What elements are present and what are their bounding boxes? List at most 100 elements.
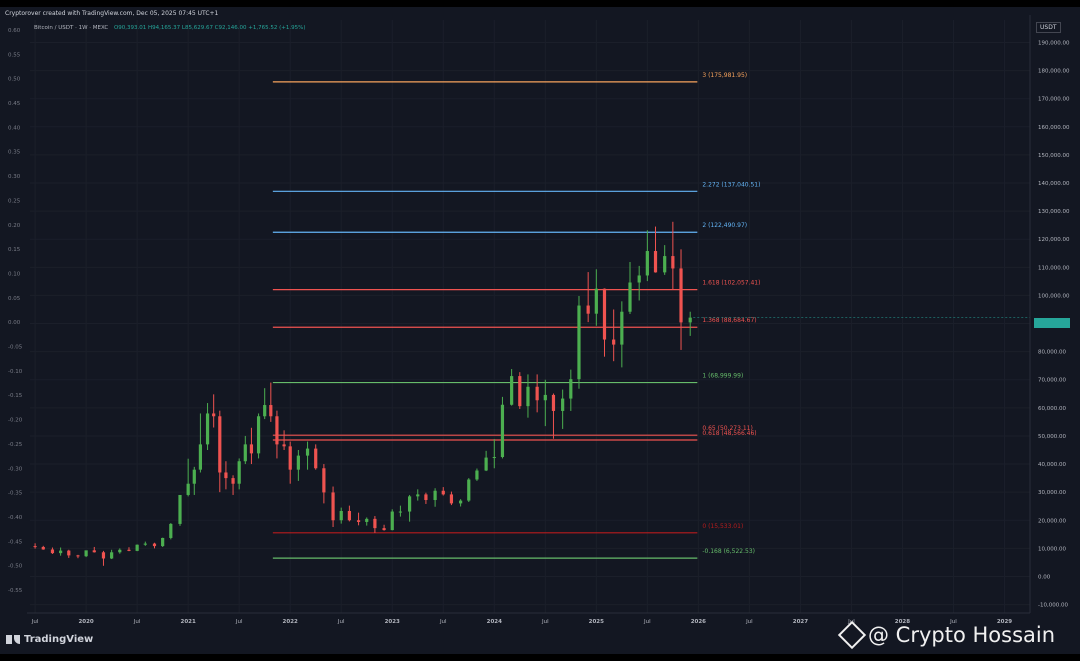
bottom-letterbox: [0, 654, 1080, 661]
percent-tick-label: 0.30: [8, 174, 21, 180]
time-tick-label: Jul: [847, 619, 855, 625]
time-axis: Jul 2020 Jul 2021 Jul 2022 Jul 2023 Jul 2024 Jul 20…: [27, 612, 1030, 625]
percent-tick-label: -0.30: [8, 466, 23, 472]
candle-body: [500, 404, 505, 458]
percent-tick-label: 0.15: [8, 247, 21, 253]
candle-body: [135, 544, 139, 551]
candle-body: [314, 448, 318, 469]
time-tick-label: Jul: [745, 619, 753, 625]
candle-body: [288, 446, 292, 470]
price-tick-label: 80,000.00: [1038, 350, 1066, 356]
symbol-legend: Bitcoin / USDT · 1W · MEXC O90,393.01 H9…: [34, 25, 306, 31]
price-tick-label: 150,000.00: [1038, 153, 1070, 159]
percent-tick-label: -0.45: [8, 539, 23, 545]
time-tick-label: 2025: [589, 619, 604, 625]
percent-tick-label: -0.35: [8, 491, 23, 497]
candle-body: [373, 518, 377, 529]
percent-tick-label: -0.40: [8, 515, 23, 521]
candle-body: [67, 550, 71, 556]
candle-body: [561, 398, 565, 411]
watermark-text: @ Crypto Hossain: [868, 623, 1056, 647]
price-tick-label: 120,000.00: [1038, 237, 1070, 243]
price-tick-label: 190,000.00: [1038, 40, 1070, 46]
time-tick-label: Jul: [337, 619, 345, 625]
fib-level-label: 0.65 (50,273.11): [702, 425, 752, 432]
candle-body: [322, 468, 326, 493]
created-with-note: Cryptorover created with TradingView.com…: [5, 10, 219, 17]
time-tick-label: 2022: [283, 619, 298, 625]
price-tick-label: 70,000.00: [1038, 378, 1066, 384]
price-tick-label: 180,000.00: [1038, 69, 1070, 75]
symbol-name: Bitcoin / USDT · 1W · MEXC: [34, 25, 109, 31]
candle-body: [484, 457, 488, 471]
candle-body: [50, 549, 55, 554]
percent-tick-label: 0.60: [8, 28, 21, 34]
time-tick-label: Jul: [133, 619, 141, 625]
candle-body: [620, 311, 624, 345]
candle-body: [382, 528, 386, 531]
candle-body: [577, 305, 581, 380]
fib-level-label: 1.618 (102,057.41): [702, 280, 760, 287]
candle-body: [263, 405, 267, 417]
percent-tick-label: 0.45: [8, 101, 21, 107]
binance-diamond-icon: [837, 620, 867, 650]
time-tick-label: 2021: [181, 619, 196, 625]
candle-body: [347, 510, 351, 521]
price-tick-label: -10,000.00: [1038, 603, 1068, 609]
candle-body: [688, 317, 692, 323]
candle-body: [390, 511, 394, 531]
price-tick-label: 0.00: [1038, 574, 1051, 580]
candle-body: [218, 416, 222, 473]
candle-body: [645, 251, 649, 276]
candle-body: [305, 448, 310, 456]
top-letterbox: [0, 0, 1080, 7]
percent-tick-label: -0.20: [8, 418, 23, 424]
tradingview-logo[interactable]: TradingView: [6, 634, 93, 645]
candle-body: [169, 523, 173, 538]
price-tick-label: 30,000.00: [1038, 490, 1066, 496]
candle-body: [224, 472, 228, 479]
candle-body: [110, 552, 114, 559]
candle-body: [282, 444, 286, 447]
candle-body: [433, 490, 437, 501]
candle-body: [101, 552, 106, 559]
percent-tick-label: -0.50: [8, 564, 23, 570]
percent-tick-label: 0.10: [8, 271, 21, 277]
time-tick-label: 2024: [487, 619, 502, 625]
candle-body: [679, 268, 683, 323]
price-tick-label: 20,000.00: [1038, 518, 1066, 524]
candle-body: [671, 256, 675, 269]
candle-body: [296, 455, 300, 470]
percent-tick-label: -0.55: [8, 588, 23, 594]
fib-levels: 3 (175,981.95) 2.272 (137,040.51) 2 (122,4…: [272, 72, 760, 559]
creator-watermark: @ Crypto Hossain: [837, 620, 1056, 650]
candle-body: [663, 256, 667, 273]
percent-tick-label: -0.10: [8, 369, 23, 375]
currency-label[interactable]: USDT: [1036, 22, 1061, 33]
candle-body: [205, 413, 210, 445]
candle-body: [612, 339, 616, 345]
time-tick-label: 2027: [793, 619, 808, 625]
candle-body: [518, 376, 522, 407]
percent-tick-label: 0.50: [8, 77, 21, 83]
candle-body: [594, 288, 598, 314]
percent-tick-label: -0.05: [8, 345, 23, 351]
candle-body: [256, 416, 261, 454]
candle-body: [198, 444, 203, 470]
candle-body: [92, 550, 96, 553]
candle-body: [416, 494, 420, 497]
percent-tick-label: 0.05: [8, 296, 21, 302]
candle-body: [275, 416, 279, 445]
percent-tick-label: -0.25: [8, 442, 23, 448]
candle-body: [510, 376, 514, 405]
candle-body: [76, 555, 80, 557]
price-tick-label: 140,000.00: [1038, 181, 1070, 187]
percent-tick-label: 0.00: [8, 320, 21, 326]
candle-body: [365, 518, 369, 522]
time-tick-label: Jul: [541, 619, 549, 625]
percent-tick-label: 0.35: [8, 150, 21, 156]
candle-body: [192, 469, 196, 484]
percent-axis: -0.55 -0.50 -0.45 -0.40 -0.35 -0.30 -0.25 -0.20…: [8, 28, 23, 594]
time-tick-label: 2023: [385, 619, 400, 625]
